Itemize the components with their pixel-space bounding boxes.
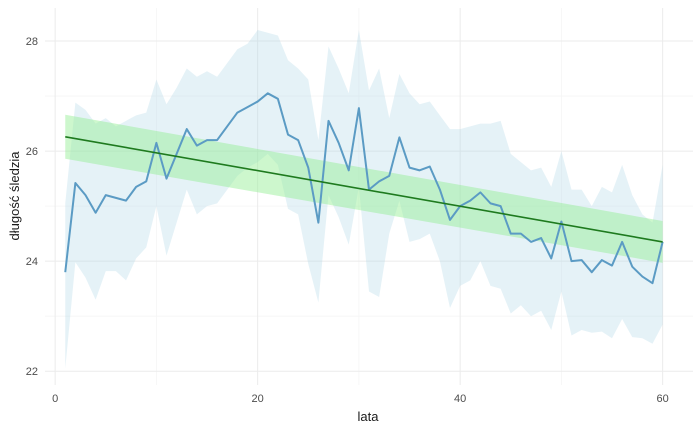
series-line <box>64 92 664 285</box>
series-band-layer <box>65 30 663 369</box>
x-tick-label: 40 <box>454 393 466 405</box>
y-axis-ticks: 22 24 26 28 <box>26 36 38 378</box>
y-tick-label: 28 <box>26 36 38 48</box>
plot-background <box>45 8 693 385</box>
grid-major <box>45 8 693 385</box>
x-tick-label: 0 <box>52 393 58 405</box>
trend-line-layer <box>65 135 663 243</box>
grid-minor <box>45 8 693 385</box>
x-axis-title: lata <box>358 409 380 424</box>
trend-line <box>65 135 663 243</box>
y-axis-title: długość śledzia <box>7 151 22 241</box>
x-tick-label: 20 <box>252 393 264 405</box>
series-line-layer <box>64 92 664 285</box>
y-tick-label: 24 <box>26 256 38 268</box>
x-axis-ticks: 0 20 40 60 <box>52 393 669 405</box>
y-tick-label: 26 <box>26 146 38 158</box>
series-confidence-band <box>65 30 663 369</box>
y-tick-label: 22 <box>26 366 38 378</box>
x-tick-label: 60 <box>657 393 669 405</box>
